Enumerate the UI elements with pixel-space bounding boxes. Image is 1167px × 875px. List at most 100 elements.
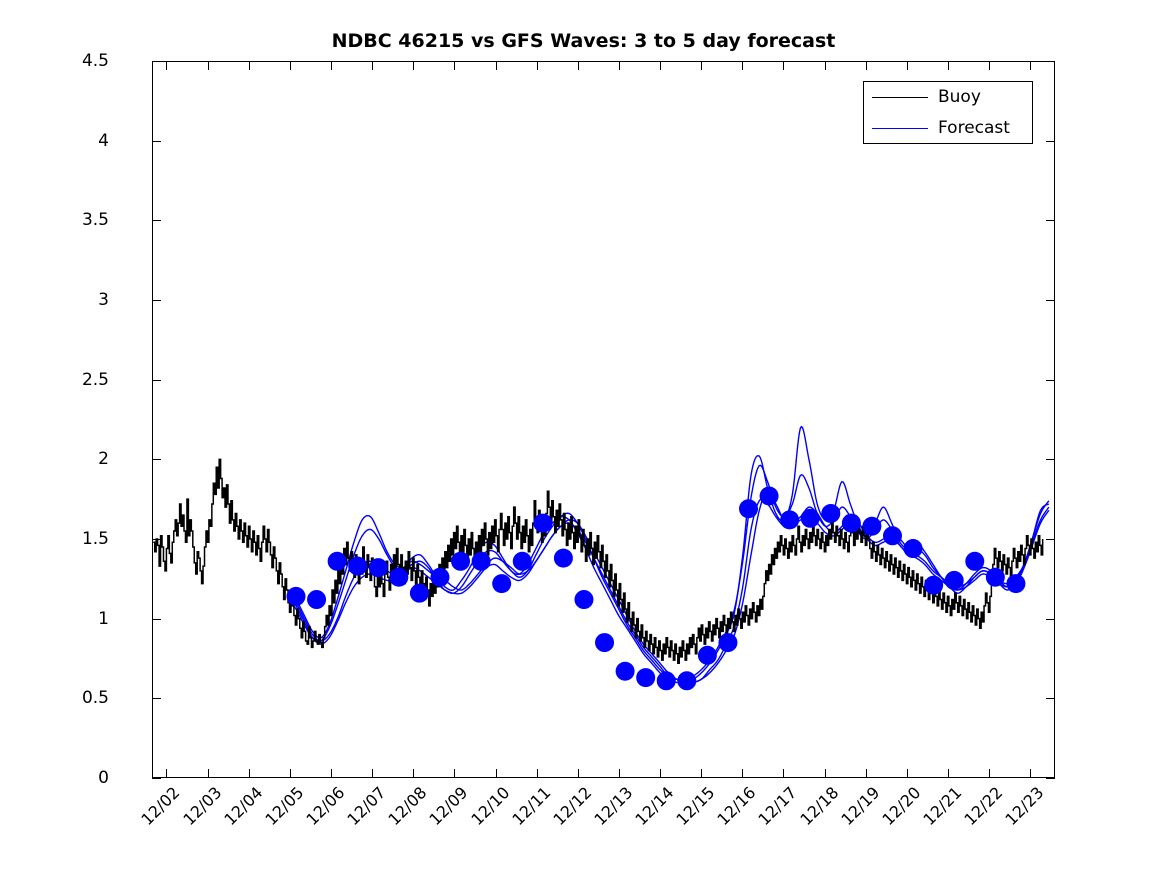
y-tick-mark-right <box>1046 618 1055 620</box>
x-tick-label: 12/09 <box>425 783 472 830</box>
y-tick-label: 0.5 <box>81 688 109 709</box>
y-tick-label: 2.5 <box>81 369 109 390</box>
x-tick-label: 12/03 <box>178 783 225 830</box>
y-tick-mark <box>152 539 161 540</box>
x-tick-mark <box>618 769 620 778</box>
forecast-marker <box>636 668 656 688</box>
forecast-marker <box>533 513 553 533</box>
forecast-marker <box>553 548 573 568</box>
x-tick-label: 12/22 <box>960 783 1007 830</box>
forecast-marker <box>739 499 759 519</box>
forecast-marker <box>595 633 615 653</box>
legend-item-forecast: Forecast <box>864 113 1032 144</box>
x-tick-mark <box>865 769 867 778</box>
x-tick-label: 12/06 <box>302 783 349 830</box>
y-tick-mark <box>152 459 161 461</box>
x-tick-label: 12/23 <box>1001 783 1048 830</box>
x-tick-label: 12/08 <box>384 783 431 830</box>
x-tick-mark <box>1030 769 1032 778</box>
x-tick-mark-top <box>783 61 785 70</box>
x-tick-label: 12/07 <box>343 783 390 830</box>
forecast-marker <box>348 556 368 576</box>
x-tick-label: 12/12 <box>549 783 596 830</box>
x-tick-mark <box>289 769 291 778</box>
forecast-marker <box>821 504 841 524</box>
y-tick-mark-right <box>1046 698 1055 700</box>
y-tick-mark-right <box>1046 61 1055 62</box>
x-tick-mark <box>701 769 703 778</box>
legend-swatch-buoy-icon <box>872 97 928 98</box>
y-tick-mark-right <box>1046 778 1055 779</box>
x-tick-mark <box>783 769 785 778</box>
x-tick-mark-top <box>701 61 703 70</box>
forecast-marker <box>924 575 944 595</box>
forecast-marker <box>656 671 676 691</box>
x-tick-mark <box>372 769 374 778</box>
forecast-marker <box>718 633 738 653</box>
x-tick-mark <box>906 769 908 778</box>
x-tick-mark-top <box>577 61 579 70</box>
x-tick-mark-top <box>166 61 168 70</box>
x-tick-label: 12/11 <box>508 783 555 830</box>
forecast-marker <box>1006 574 1026 594</box>
forecast-marker <box>862 516 882 536</box>
y-tick-mark-right <box>1046 220 1055 222</box>
x-tick-label: 12/14 <box>631 783 678 830</box>
x-tick-mark-top <box>495 61 497 70</box>
x-tick-mark-top <box>248 61 250 70</box>
forecast-marker <box>430 567 450 587</box>
x-tick-label: 12/13 <box>590 783 637 830</box>
x-tick-mark <box>536 769 538 778</box>
forecast-marker <box>800 508 820 528</box>
x-tick-mark-top <box>207 61 209 70</box>
forecast-marker <box>883 526 902 546</box>
x-tick-mark-top <box>906 61 908 70</box>
x-tick-label: 12/19 <box>837 783 884 830</box>
plot-area: Buoy Forecast 12/02 12/03 12/04 12/05 12/06 1… <box>138 61 1055 829</box>
x-tick-mark <box>207 769 209 778</box>
buoy-line <box>153 458 1044 665</box>
x-tick-label: 12/02 <box>137 783 184 830</box>
y-tick-label: 4.5 <box>81 51 109 71</box>
forecast-marker <box>944 570 964 590</box>
y-tick-mark-right <box>1046 459 1055 461</box>
x-tick-label: 12/20 <box>878 783 925 830</box>
y-tick-mark-right <box>1046 300 1055 301</box>
forecast-marker <box>451 551 471 571</box>
x-tick-label: 12/05 <box>261 783 308 830</box>
legend-item-buoy: Buoy <box>864 82 1032 113</box>
y-tick-mark <box>152 140 161 142</box>
forecast-marker <box>965 551 985 571</box>
x-tick-mark-top <box>660 61 662 70</box>
forecast-marker <box>780 510 800 530</box>
forecast-marker <box>574 590 594 610</box>
y-tick-label: 1.5 <box>81 529 109 549</box>
forecast-marker <box>697 645 717 665</box>
x-tick-label: 12/21 <box>919 783 966 830</box>
y-tick-mark <box>152 618 161 620</box>
x-tick-mark-top <box>536 61 538 70</box>
axes-frame <box>152 61 1055 778</box>
forecast-marker <box>307 590 327 610</box>
x-tick-mark-top <box>413 61 415 70</box>
forecast-marker <box>512 551 532 571</box>
x-tick-mark <box>330 769 332 778</box>
y-tick-mark <box>152 778 161 779</box>
x-tick-mark-top <box>865 61 867 70</box>
x-tick-mark-top <box>454 61 456 70</box>
page-title: NDBC 46215 vs GFS Waves: 3 to 5 day fore… <box>331 30 836 52</box>
legend-box: Buoy Forecast <box>863 81 1033 144</box>
x-tick-mark <box>660 769 662 778</box>
legend-label-buoy: Buoy <box>938 87 981 107</box>
y-tick-label: 0 <box>98 768 109 788</box>
x-tick-label: 12/17 <box>754 783 801 830</box>
forecast-marker <box>492 574 512 594</box>
x-tick-mark-top <box>742 61 744 70</box>
x-tick-mark <box>495 769 497 778</box>
x-tick-mark <box>166 769 168 778</box>
y-tick-mark <box>152 300 161 301</box>
x-tick-label: 12/15 <box>672 783 719 830</box>
forecast-marker <box>615 661 635 681</box>
forecast-marker <box>841 513 861 533</box>
